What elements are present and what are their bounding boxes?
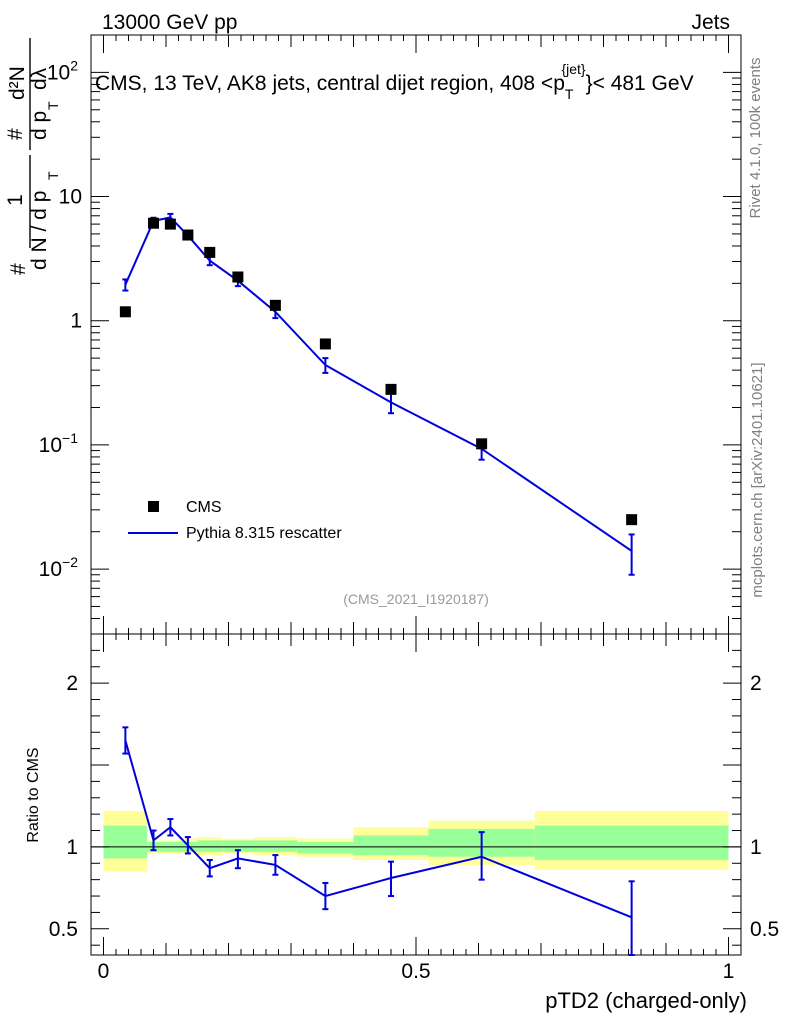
main-y-axis-title-part-3: d N / d p <box>28 191 51 270</box>
ratio-band-inner <box>197 840 223 852</box>
main-y-axis-title-part-9: dλ <box>28 67 51 90</box>
analysis-id-label: (CMS_2021_I1920187) <box>343 591 489 607</box>
cms-data-point <box>148 217 159 229</box>
ratio-y-tick-labels: 2 1 0.5 2 1 0.5 <box>49 672 779 941</box>
ratio-band-inner <box>103 825 148 859</box>
x-tick-labels: 0 0.5 1 <box>98 960 735 983</box>
x-tick-label-1: 1 <box>723 960 735 983</box>
main-y-axis-title-part-5: # <box>4 128 27 140</box>
main-y-tick-labels: 102 10 1 10−1 10−2 <box>39 57 82 581</box>
x-tick-label-0: 0 <box>98 960 110 983</box>
y-tick-label-10: 10 <box>59 186 82 209</box>
process-label: Jets <box>691 11 730 34</box>
y-tick-label-0.1: 10−1 <box>39 430 79 457</box>
cms-data-point <box>182 229 194 241</box>
cms-data-point <box>119 306 131 318</box>
ratio-band-inner <box>297 841 354 854</box>
ratio-y-axis-title: Ratio to CMS <box>25 747 42 842</box>
ratio-y-tick-label-2: 2 <box>66 672 78 695</box>
cms-data-point <box>232 271 244 283</box>
cms-data-point <box>476 438 488 450</box>
legend-marker-cms <box>148 501 159 512</box>
legend-label-pythia: Pythia 8.315 rescatter <box>186 525 342 542</box>
main-plot-title: CMS, 13 TeV, AK8 jets, central dijet reg… <box>95 61 694 102</box>
x-tick-label-0.5: 0.5 <box>401 960 430 983</box>
y-tick-label-100: 102 <box>47 57 78 84</box>
legend: CMS Pythia 8.315 rescatter <box>128 499 342 542</box>
ratio-y-tick-label-right-0.5: 0.5 <box>750 918 779 941</box>
ratio-band-inner <box>353 835 429 856</box>
ratio-y-tick-label-0.5: 0.5 <box>49 918 78 941</box>
ratio-y-tick-label-right-1: 1 <box>750 836 762 859</box>
energy-label: 13000 GeV pp <box>102 11 237 34</box>
cms-data-point <box>385 383 397 395</box>
main-y-axis-title: # 1 d N / d p T # d²N d p T dλ <box>4 38 61 275</box>
ratio-uncertainty-bands <box>103 810 729 872</box>
ratio-band-inner <box>534 825 729 861</box>
main-y-axis-title-part-7: d p <box>28 111 51 140</box>
ratio-y-tick-label-1: 1 <box>66 836 78 859</box>
ratio-band-inner <box>222 840 254 852</box>
ratio-band-inner <box>253 840 298 852</box>
cms-data-point <box>269 299 281 311</box>
rivet-version-label: Rivet 4.1.0, 100k events <box>747 58 764 219</box>
main-y-axis-title-part-4: T <box>45 171 61 180</box>
cms-data-point <box>164 218 176 230</box>
main-axis-ticks <box>91 34 741 635</box>
main-panel-frame <box>90 34 742 635</box>
main-y-axis-title-part-8: T <box>45 101 61 110</box>
main-y-axis-title-part-6: d²N <box>6 66 29 100</box>
ratio-axis-ticks <box>91 634 741 955</box>
main-y-axis-title-part-2: 1 <box>4 194 27 206</box>
legend-label-cms: CMS <box>186 499 222 516</box>
ratio-y-tick-label-right-2: 2 <box>750 672 762 695</box>
x-axis-title: pTD2 (charged-only) <box>545 988 747 1013</box>
mcplots-label: mcplots.cern.ch [arXiv:2401.10621] <box>749 362 766 597</box>
ratio-panel-frame <box>90 633 742 956</box>
cms-data-point <box>319 338 331 350</box>
y-tick-label-0.01: 10−2 <box>39 554 79 581</box>
ratio-panel-data <box>122 726 635 956</box>
cms-data-point <box>204 246 216 258</box>
main-y-axis-title-part-1: # <box>7 263 30 275</box>
cms-data-point <box>626 514 638 526</box>
main-panel-data <box>119 212 638 576</box>
y-tick-label-1: 1 <box>70 310 82 333</box>
